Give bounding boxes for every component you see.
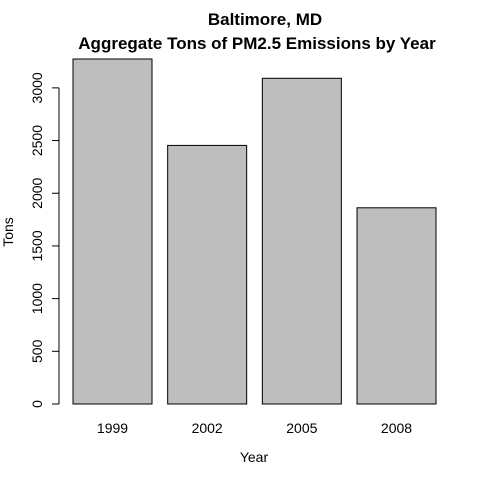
bar-1999 [72, 58, 153, 405]
x-tick-label: 2002 [192, 420, 223, 436]
y-tick-label: 0 [29, 400, 45, 408]
y-tick-label: 1500 [29, 230, 45, 261]
x-tick-label: 2005 [286, 420, 317, 436]
chart-title: Baltimore, MD [208, 10, 322, 29]
y-tick-label: 1000 [29, 283, 45, 314]
bar-2008 [356, 207, 437, 405]
x-tick-label: 1999 [97, 420, 128, 436]
bar-2002 [167, 144, 248, 405]
y-tick-label: 2000 [29, 177, 45, 208]
x-tick-label: 2008 [381, 420, 412, 436]
x-axis-label: Year [240, 449, 269, 465]
x-tick-labels: 1999 2002 2005 2008 [97, 420, 412, 436]
y-tick-label: 3000 [29, 72, 45, 103]
y-tick-label: 500 [29, 339, 45, 363]
chart-subtitle: Aggregate Tons of PM2.5 Emissions by Yea… [78, 34, 436, 53]
y-axis: 0 500 1000 1500 2000 2500 3000 [29, 72, 60, 408]
bars [72, 58, 437, 405]
bar-2005 [261, 77, 342, 405]
y-axis-label: Tons [0, 217, 16, 247]
y-tick-label: 2500 [29, 125, 45, 156]
